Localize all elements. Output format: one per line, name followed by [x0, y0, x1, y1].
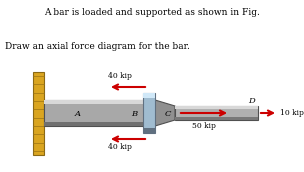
Text: 40 kip: 40 kip: [108, 72, 132, 80]
Polygon shape: [155, 100, 175, 126]
Bar: [44, 100, 148, 104]
Bar: [143, 93, 155, 98]
Bar: [44, 122, 148, 126]
Text: D: D: [249, 97, 255, 105]
Text: 10 kip: 10 kip: [280, 109, 304, 117]
Text: Draw an axial force diagram for the bar.: Draw an axial force diagram for the bar.: [5, 42, 190, 51]
Bar: [143, 93, 155, 133]
Bar: [175, 117, 258, 120]
Bar: [44, 100, 148, 126]
Text: B: B: [131, 110, 137, 118]
Bar: [175, 106, 258, 120]
Text: 50 kip: 50 kip: [192, 122, 216, 130]
Text: C: C: [165, 110, 171, 118]
Text: A bar is loaded and supported as shown in Fig.: A bar is loaded and supported as shown i…: [44, 8, 260, 17]
Bar: [33, 72, 44, 155]
Text: 40 kip: 40 kip: [108, 143, 132, 151]
Text: A: A: [75, 110, 81, 118]
Bar: [143, 128, 155, 133]
Bar: [175, 106, 258, 109]
